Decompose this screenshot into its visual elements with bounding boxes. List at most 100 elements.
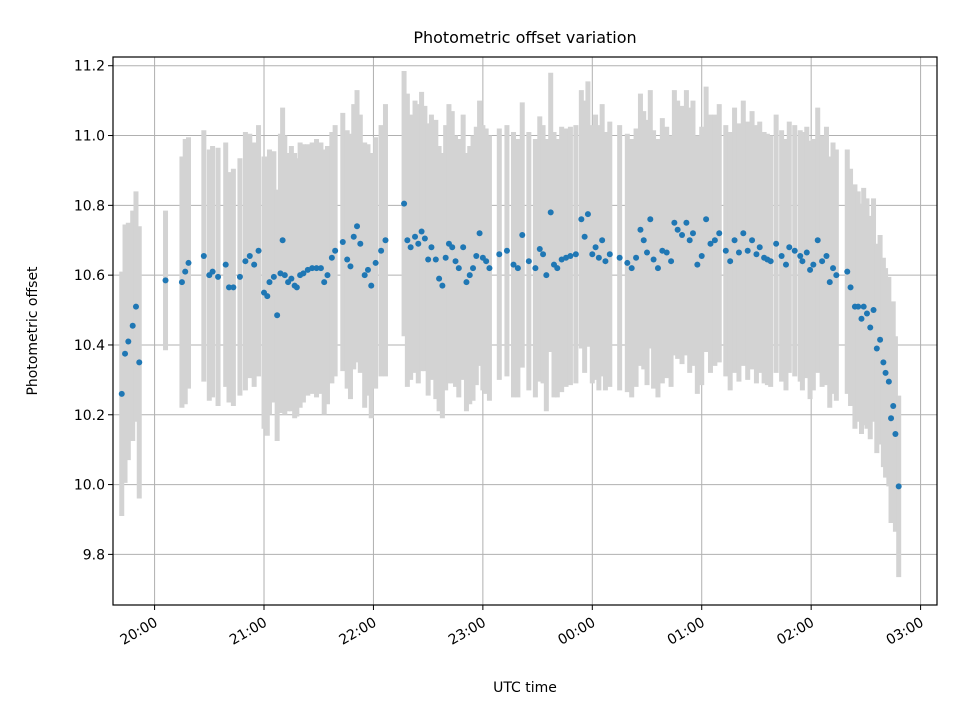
data-point — [797, 252, 804, 259]
data-point — [460, 244, 467, 251]
x-axis-label: UTC time — [493, 680, 557, 696]
data-point — [118, 390, 125, 397]
data-point — [436, 275, 443, 282]
y-axis-label: Photometric offset — [25, 266, 41, 396]
data-point — [354, 223, 361, 230]
data-point — [246, 252, 253, 259]
data-point — [584, 211, 591, 218]
data-point — [200, 252, 207, 259]
data-point — [606, 251, 613, 258]
data-point — [357, 240, 364, 247]
data-point — [452, 258, 459, 265]
data-point — [578, 216, 585, 223]
data-point — [404, 237, 411, 244]
data-point — [888, 415, 895, 422]
data-point — [483, 258, 490, 265]
data-point — [185, 259, 192, 266]
data-point — [870, 307, 877, 314]
data-point — [892, 430, 899, 437]
data-point — [873, 345, 880, 352]
data-point — [364, 266, 371, 273]
data-point — [162, 277, 169, 284]
data-point — [773, 240, 780, 247]
data-point — [877, 336, 884, 343]
data-point — [698, 252, 705, 259]
data-point — [525, 258, 532, 265]
data-point — [230, 284, 237, 291]
data-point — [814, 237, 821, 244]
data-point — [470, 265, 477, 272]
data-point — [209, 268, 216, 275]
data-point — [439, 282, 446, 289]
data-point — [401, 200, 408, 207]
data-point — [415, 240, 422, 247]
y-tick-label: 11.0 — [74, 129, 105, 145]
data-point — [449, 244, 456, 251]
data-point — [599, 237, 606, 244]
data-point — [778, 252, 785, 259]
data-point — [654, 265, 661, 272]
data-point — [833, 272, 840, 279]
data-point — [756, 244, 763, 251]
data-point — [628, 265, 635, 272]
data-point — [332, 247, 339, 254]
data-point — [633, 254, 640, 261]
data-point — [288, 275, 295, 282]
data-point — [540, 251, 547, 258]
data-point — [711, 237, 718, 244]
chart-title: Photometric offset variation — [413, 28, 636, 47]
data-point — [895, 483, 902, 490]
data-point — [225, 284, 232, 291]
data-point — [543, 272, 550, 279]
data-point — [496, 251, 503, 258]
data-point — [753, 251, 760, 258]
data-point — [735, 249, 742, 256]
y-tick-label: 10.4 — [74, 338, 105, 354]
data-point — [674, 226, 681, 233]
data-point — [637, 226, 644, 233]
data-point — [679, 232, 686, 239]
data-point — [300, 270, 307, 277]
data-point — [425, 256, 432, 263]
data-point — [683, 219, 690, 226]
data-point — [782, 261, 789, 268]
data-point — [744, 247, 751, 254]
data-point — [378, 247, 385, 254]
data-point — [554, 265, 561, 272]
data-point — [407, 244, 414, 251]
data-point — [644, 249, 651, 256]
data-point — [855, 303, 862, 310]
data-point — [602, 258, 609, 265]
data-point — [885, 378, 892, 385]
data-point — [731, 237, 738, 244]
data-point — [581, 233, 588, 240]
y-tick-label: 10.6 — [74, 268, 105, 284]
data-point — [368, 282, 375, 289]
data-point — [321, 279, 328, 286]
data-point — [242, 258, 249, 265]
y-tick-label: 10.8 — [74, 198, 105, 214]
data-point — [361, 272, 368, 279]
data-point — [716, 230, 723, 237]
data-point — [595, 254, 602, 261]
data-point — [823, 252, 830, 259]
data-point — [767, 258, 774, 265]
data-point — [418, 228, 425, 235]
data-point — [686, 237, 693, 244]
data-point — [251, 261, 258, 268]
data-point — [650, 256, 657, 263]
data-point — [129, 322, 136, 329]
data-point — [339, 238, 346, 245]
data-point — [476, 230, 483, 237]
data-point — [536, 245, 543, 252]
data-point — [510, 261, 517, 268]
data-point — [466, 272, 473, 279]
data-point — [890, 403, 897, 410]
data-point — [428, 244, 435, 251]
y-tick-label: 11.2 — [74, 59, 105, 75]
data-point — [136, 359, 143, 366]
data-point — [689, 230, 696, 237]
data-point — [350, 233, 357, 240]
data-point — [727, 258, 734, 265]
